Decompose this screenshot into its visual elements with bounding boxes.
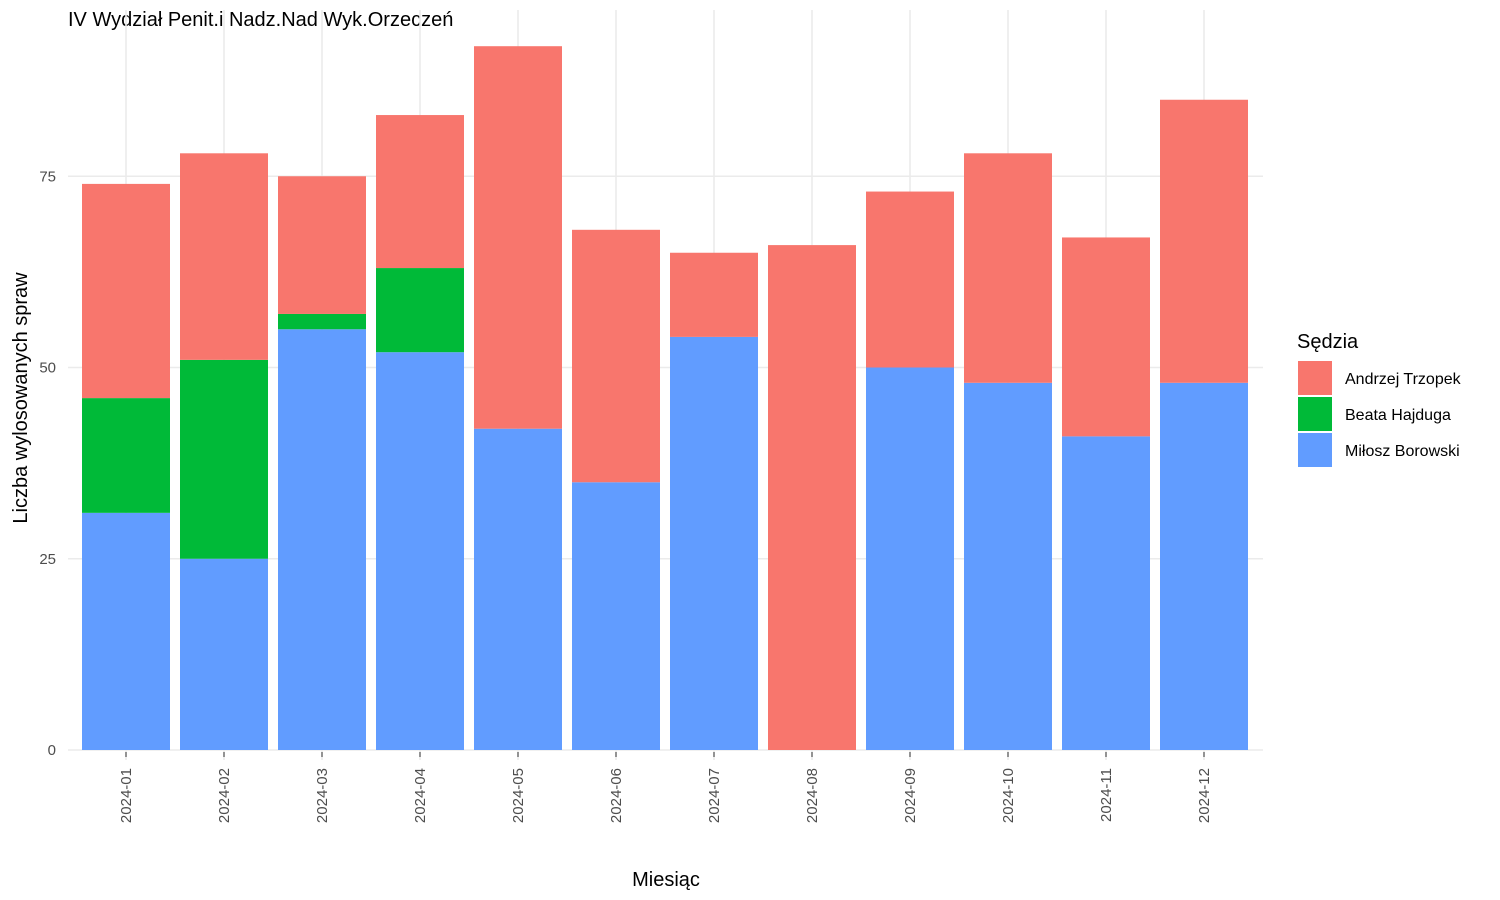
x-tick-label: 2024-04 [412, 768, 429, 823]
legend-label: Miłosz Borowski [1345, 443, 1460, 460]
chart-title: IV Wydział Penit.i Nadz.Nad Wyk.Orzeczeń [68, 9, 453, 31]
bar-segment [474, 428, 562, 750]
x-tick-label: 2024-10 [1000, 768, 1017, 823]
bars [82, 46, 1248, 750]
x-tick-label: 2024-07 [706, 768, 723, 823]
legend-swatch [1298, 433, 1332, 467]
bar-segment [180, 558, 268, 750]
y-tick-label: 0 [48, 742, 56, 759]
bar-segment [82, 398, 170, 513]
y-tick-label: 50 [39, 360, 56, 377]
x-tick-label: 2024-06 [608, 768, 625, 823]
bar-segment [964, 382, 1052, 750]
bar-segment [1160, 99, 1248, 383]
legend-title: Sędzia [1297, 331, 1359, 353]
bar-segment [278, 329, 366, 750]
x-axis-title: Miesiąc [632, 869, 700, 891]
bar-segment [82, 512, 170, 750]
x-tick-label: 2024-05 [510, 768, 527, 823]
bar-segment [964, 153, 1052, 383]
bar-segment [278, 176, 366, 314]
bar-segment [572, 229, 660, 483]
legend: Sędzia Andrzej Trzopek Beata Hajduga Miłos… [1297, 331, 1462, 467]
y-tick-label: 75 [39, 168, 56, 185]
x-tick-label: 2024-11 [1098, 768, 1115, 822]
x-axis: 2024-01 2024-02 2024-03 2024-04 2024-05 2024-… [118, 752, 1213, 823]
bar-segment [866, 191, 954, 368]
bar-segment [180, 359, 268, 559]
bar-segment [768, 245, 856, 750]
x-tick-label: 2024-02 [216, 768, 233, 823]
bar-segment [376, 268, 464, 353]
x-tick-label: 2024-03 [314, 768, 331, 823]
bar-segment [376, 115, 464, 269]
bar-segment [180, 153, 268, 360]
bar-segment [670, 252, 758, 337]
y-axis: 0 25 50 75 [39, 168, 56, 759]
x-tick-label: 2024-09 [902, 768, 919, 823]
legend-label: Beata Hajduga [1345, 407, 1451, 424]
bar-segment [376, 352, 464, 750]
bar-segment [474, 46, 562, 429]
bar-segment [1062, 237, 1150, 437]
bar-segment [670, 336, 758, 750]
bar-segment [572, 482, 660, 750]
legend-swatch [1298, 361, 1332, 395]
y-axis-title: Liczba wylosowanych spraw [10, 272, 32, 524]
legend-swatch [1298, 397, 1332, 431]
y-tick-label: 25 [39, 551, 56, 568]
bar-segment [1160, 382, 1248, 750]
bar-segment [1062, 436, 1150, 750]
bar-segment [278, 313, 366, 330]
bar-segment [82, 183, 170, 399]
bar-segment [866, 367, 954, 750]
legend-label: Andrzej Trzopek [1345, 371, 1462, 388]
x-tick-label: 2024-01 [118, 768, 135, 823]
x-tick-label: 2024-12 [1196, 768, 1213, 823]
x-tick-label: 2024-08 [804, 768, 821, 823]
